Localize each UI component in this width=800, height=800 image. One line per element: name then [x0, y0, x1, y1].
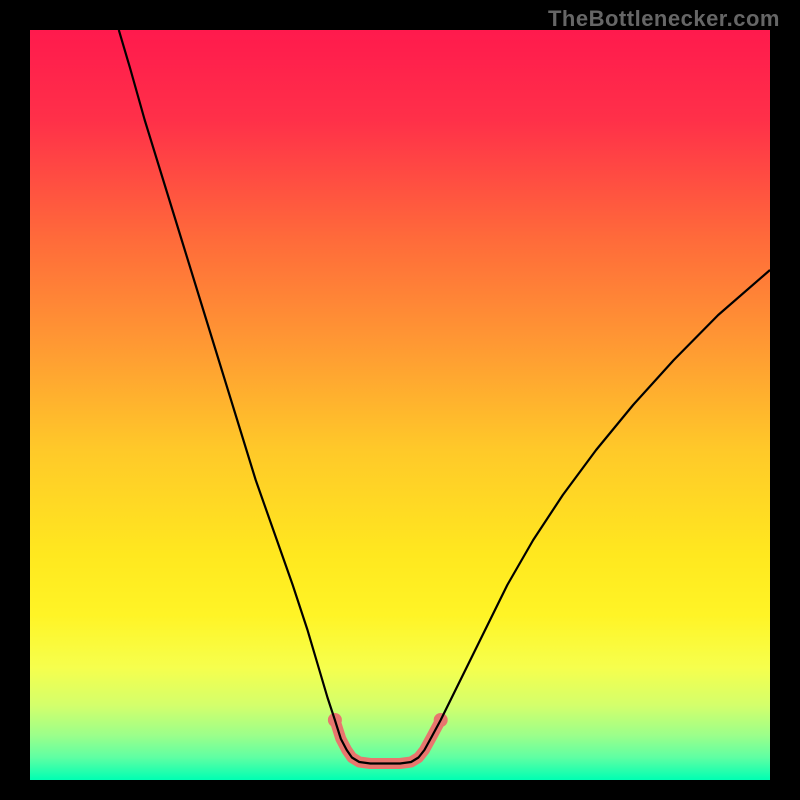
chart-plot-area: [30, 30, 770, 780]
chart-svg: [30, 30, 770, 780]
watermark-text: TheBottlenecker.com: [548, 6, 780, 32]
main-curve: [119, 30, 770, 764]
